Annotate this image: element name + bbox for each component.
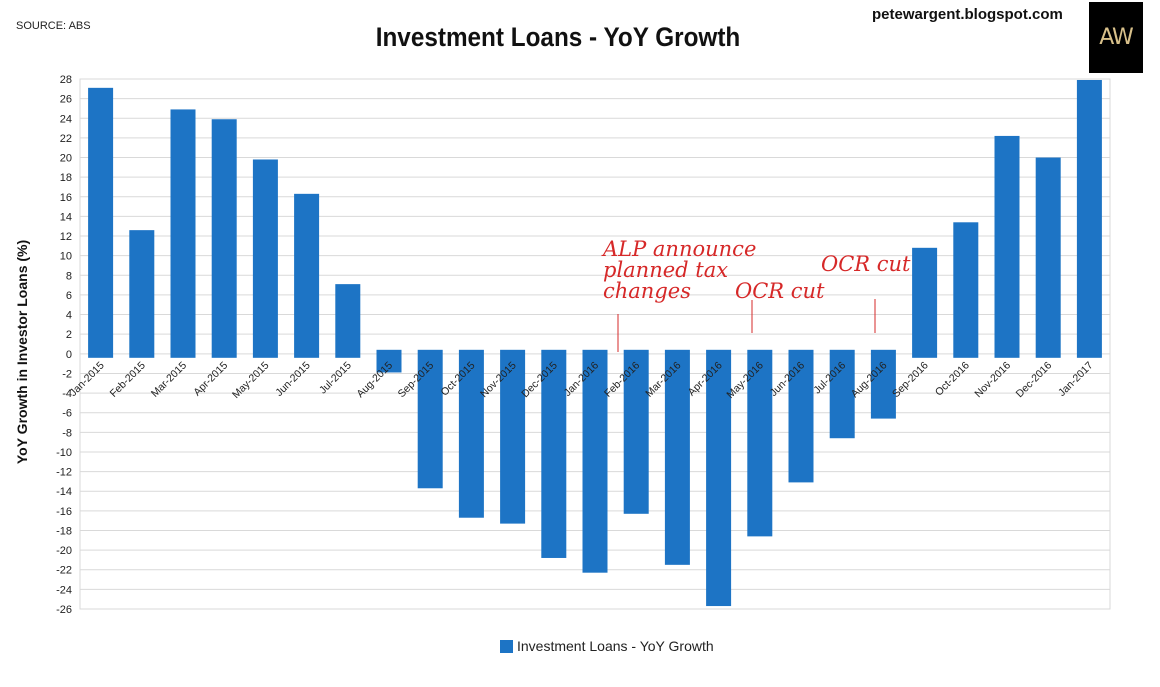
y-tick-label: 2 xyxy=(66,329,72,341)
chart-title: Investment Loans - YoY Growth xyxy=(375,22,741,52)
bar-jan-2016 xyxy=(582,349,608,573)
y-tick-label: -22 xyxy=(56,565,72,577)
bar-may-2015 xyxy=(252,159,278,358)
y-tick-label: -26 xyxy=(56,604,72,616)
bar-oct-2016 xyxy=(953,222,979,358)
annotation-text: ALP announce xyxy=(601,237,756,261)
legend-swatch xyxy=(500,639,513,653)
bar-mar-2015 xyxy=(170,109,196,358)
y-tick-label: 8 xyxy=(66,270,72,282)
bar-may-2016 xyxy=(747,349,773,537)
annotation-text: OCR cut xyxy=(735,279,825,303)
x-tick-label: Nov-2016 xyxy=(972,359,1013,400)
y-tick-label: 6 xyxy=(66,290,72,302)
bars xyxy=(88,79,1102,607)
bar-feb-2015 xyxy=(129,230,155,358)
bar-feb-2016 xyxy=(623,349,649,514)
y-tick-label: 12 xyxy=(60,231,72,243)
bar-oct-2015 xyxy=(458,349,484,518)
y-tick-label: -16 xyxy=(56,506,72,518)
aw-logo: AW xyxy=(1089,2,1143,73)
y-tick-label: -6 xyxy=(62,408,72,420)
bar-apr-2015 xyxy=(211,119,237,358)
y-tick-label: -12 xyxy=(56,467,72,479)
legend: Investment Loans - YoY Growth xyxy=(500,638,714,654)
y-tick-label: -4 xyxy=(62,388,72,400)
bar-nov-2015 xyxy=(500,349,526,524)
annotation-text: planned tax xyxy=(603,258,728,282)
y-tick-label: 28 xyxy=(60,74,72,86)
y-tick-label: 4 xyxy=(66,310,72,322)
y-tick-label: -10 xyxy=(56,447,72,459)
x-tick-label: May-2015 xyxy=(230,359,272,401)
bar-dec-2015 xyxy=(541,349,567,558)
bar-dec-2016 xyxy=(1035,157,1061,358)
y-axis-label: YoY Growth in Investor Loans (%) xyxy=(14,240,30,464)
y-tick-label: 14 xyxy=(60,211,72,223)
legend-label: Investment Loans - YoY Growth xyxy=(517,638,714,654)
bar-mar-2016 xyxy=(664,349,690,565)
y-tick-label: 20 xyxy=(60,153,72,165)
annotation-text: OCR cut xyxy=(821,252,911,276)
y-tick-label: -8 xyxy=(62,427,72,439)
y-tick-label: 10 xyxy=(60,251,72,263)
bar-jun-2016 xyxy=(788,349,814,483)
y-tick-label: 22 xyxy=(60,133,72,145)
y-axis-ticks: -26-24-22-20-18-16-14-12-10-8-6-4-202468… xyxy=(56,74,72,616)
plot-frame xyxy=(79,78,1111,610)
annotation-text: changes xyxy=(603,279,691,303)
y-tick-label: -24 xyxy=(56,584,72,596)
bar-jan-2015 xyxy=(88,87,114,358)
bar-jan-2017 xyxy=(1076,79,1102,358)
source-note: SOURCE: ABS xyxy=(16,20,91,32)
y-tick-label: -2 xyxy=(62,368,72,380)
x-axis-labels: Jan-2015 Feb-2015 Mar-2015 Apr-2015 May-2015… xyxy=(67,359,1095,401)
bar-apr-2016 xyxy=(706,349,732,607)
y-tick-label: 0 xyxy=(66,349,72,361)
bar-jun-2015 xyxy=(294,193,320,358)
x-tick-label: Feb-2015 xyxy=(108,359,148,399)
x-tick-label: Sep-2016 xyxy=(890,359,931,400)
x-tick-label: Dec-2016 xyxy=(1014,359,1055,400)
x-tick-label: Aug-2015 xyxy=(354,359,395,400)
x-tick-label: Jul-2015 xyxy=(317,359,354,396)
y-tick-label: -14 xyxy=(56,486,72,498)
bar-sep-2016 xyxy=(912,247,938,358)
y-tick-label: 24 xyxy=(60,113,72,125)
y-tick-label: -20 xyxy=(56,545,72,557)
y-tick-label: 16 xyxy=(60,192,72,204)
blog-url: petewargent.blogspot.com xyxy=(872,6,1063,23)
x-tick-label: Mar-2015 xyxy=(149,359,189,399)
y-tick-label: 26 xyxy=(60,94,72,106)
bar-aug-2016 xyxy=(870,349,896,419)
y-tick-label: -18 xyxy=(56,525,72,537)
bar-jul-2016 xyxy=(829,349,855,439)
bar-nov-2016 xyxy=(994,135,1020,358)
logo-text: AW xyxy=(1099,25,1134,50)
bar-sep-2015 xyxy=(417,349,443,489)
y-tick-label: 18 xyxy=(60,172,72,184)
bar-jul-2015 xyxy=(335,284,361,358)
bar-aug-2015 xyxy=(376,349,402,373)
